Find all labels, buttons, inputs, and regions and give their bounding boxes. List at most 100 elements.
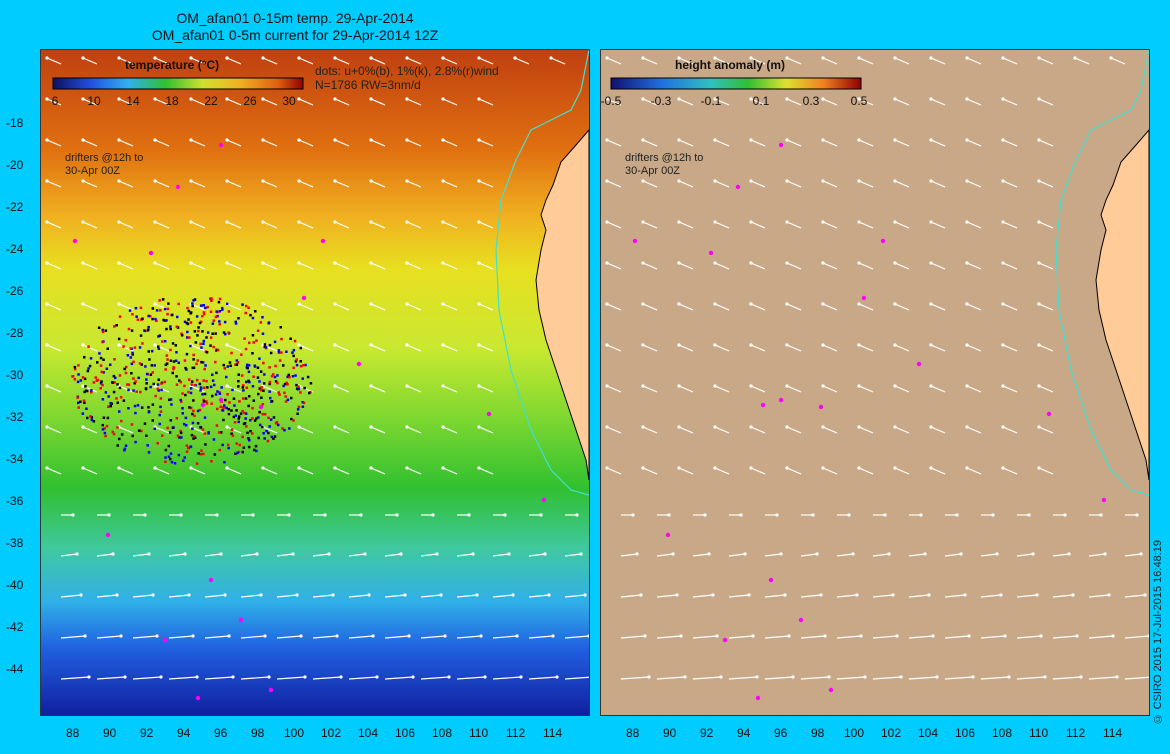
current-arrow bbox=[262, 57, 278, 65]
particle-dot bbox=[147, 350, 150, 353]
current-arrow bbox=[312, 594, 334, 598]
current-arrow bbox=[298, 262, 314, 270]
current-arrow bbox=[1052, 553, 1070, 557]
land-australia bbox=[1095, 129, 1149, 481]
particle-dot bbox=[293, 339, 297, 343]
current-arrow-head bbox=[111, 552, 115, 556]
current-arrow bbox=[728, 594, 750, 598]
current-arrow bbox=[980, 594, 1002, 598]
current-arrow bbox=[168, 635, 194, 639]
current-arrow bbox=[1088, 553, 1106, 557]
particle-dot bbox=[220, 386, 223, 389]
current-arrow-head bbox=[225, 384, 229, 388]
current-arrow bbox=[1124, 594, 1146, 598]
particle-dot bbox=[190, 406, 193, 410]
particle-dot bbox=[185, 450, 189, 453]
particle-dot bbox=[202, 339, 206, 343]
particle-dot bbox=[231, 434, 235, 437]
particle-dot bbox=[222, 406, 225, 409]
particle-dot bbox=[249, 419, 252, 422]
drifter-marker bbox=[200, 402, 206, 408]
current-arrow bbox=[478, 303, 494, 311]
drifter-marker bbox=[778, 397, 784, 403]
particle-dot bbox=[276, 374, 279, 377]
current-arrow bbox=[370, 426, 386, 434]
current-arrow bbox=[406, 139, 422, 147]
particle-dot bbox=[99, 382, 103, 385]
current-arrow bbox=[822, 303, 838, 311]
current-arrow bbox=[678, 221, 694, 229]
particle-dot bbox=[206, 386, 209, 389]
current-arrow bbox=[154, 467, 170, 475]
particle-dot bbox=[151, 403, 155, 406]
particle-dot bbox=[235, 359, 239, 362]
drifters-note-line1: drifters @12h to bbox=[65, 152, 144, 164]
current-arrow-head bbox=[965, 97, 969, 101]
particle-dot bbox=[284, 400, 288, 403]
particle-dot bbox=[149, 373, 153, 376]
current-arrow-head bbox=[641, 343, 645, 347]
current-arrow bbox=[966, 385, 982, 393]
current-arrow bbox=[370, 98, 386, 106]
particle-dot bbox=[247, 404, 250, 408]
particle-dot bbox=[263, 343, 267, 346]
particle-dot bbox=[151, 419, 154, 422]
particle-dot bbox=[242, 389, 245, 392]
particle-dot bbox=[201, 361, 205, 364]
particle-dot bbox=[211, 394, 214, 398]
current-arrow bbox=[442, 303, 458, 311]
current-arrow-head bbox=[297, 302, 301, 306]
current-arrow bbox=[204, 594, 226, 598]
particle-dot bbox=[229, 364, 232, 367]
lon-tick: 96 bbox=[774, 726, 788, 740]
particle-dot bbox=[248, 380, 251, 384]
drifter-marker bbox=[486, 411, 492, 417]
current-arrow bbox=[894, 344, 910, 352]
current-arrow-head bbox=[1037, 343, 1041, 347]
current-arrow bbox=[822, 57, 838, 65]
current-arrow bbox=[370, 344, 386, 352]
current-arrow bbox=[1038, 221, 1054, 229]
current-arrow-head bbox=[225, 343, 229, 347]
particle-dot bbox=[100, 380, 103, 383]
particle-dot bbox=[141, 342, 144, 345]
particle-dot bbox=[153, 427, 156, 430]
current-arrow-head bbox=[751, 634, 755, 638]
current-arrow-head bbox=[477, 138, 481, 142]
particle-dot bbox=[189, 311, 193, 314]
lat-tick: -20 bbox=[6, 158, 24, 172]
current-arrow bbox=[384, 676, 414, 680]
current-arrow-head bbox=[261, 466, 265, 470]
particle-dot bbox=[132, 377, 135, 380]
current-arrow bbox=[966, 139, 982, 147]
particle-dot bbox=[186, 330, 189, 334]
current-arrow-head bbox=[179, 513, 183, 517]
drifter-marker bbox=[798, 617, 804, 623]
particle-dot bbox=[301, 377, 304, 380]
particle-dot bbox=[185, 321, 189, 325]
current-arrow-head bbox=[219, 552, 223, 556]
current-arrow bbox=[1002, 426, 1018, 434]
drifter-marker bbox=[1046, 411, 1052, 417]
current-arrow-head bbox=[779, 552, 783, 556]
current-arrow bbox=[96, 553, 114, 557]
current-arrow-head bbox=[1063, 513, 1067, 517]
current-arrow-head bbox=[81, 343, 85, 347]
current-arrow-head bbox=[677, 220, 681, 224]
current-arrow-head bbox=[403, 593, 407, 597]
particle-dot bbox=[147, 325, 150, 329]
particle-dot bbox=[87, 345, 90, 348]
current-arrow bbox=[944, 594, 966, 598]
particle-dot bbox=[216, 407, 219, 411]
current-arrow-head bbox=[1001, 97, 1005, 101]
current-arrow bbox=[420, 635, 446, 639]
current-arrow-head bbox=[297, 56, 301, 60]
particle-dot bbox=[272, 437, 275, 440]
current-arrow bbox=[456, 676, 486, 680]
current-arrow-head bbox=[785, 179, 789, 183]
particle-dot bbox=[241, 409, 244, 413]
particle-dot bbox=[203, 386, 206, 389]
current-arrow bbox=[132, 635, 158, 639]
current-arrow bbox=[46, 385, 62, 393]
current-arrow-head bbox=[791, 675, 795, 679]
